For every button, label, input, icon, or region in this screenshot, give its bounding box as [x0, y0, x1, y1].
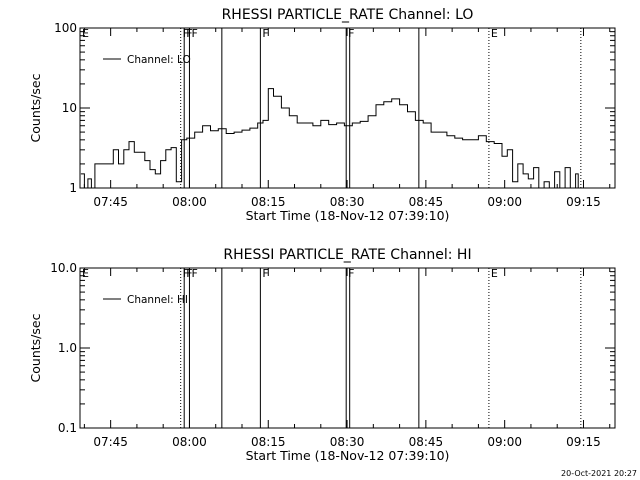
- y-tick-label: 100: [54, 21, 77, 35]
- x-tick-label: 08:15: [251, 435, 286, 449]
- flag-marker-label: F: [262, 27, 268, 40]
- series-line: [80, 88, 579, 189]
- chart-title: RHESSI PARTICLE_RATE Channel: LO: [222, 7, 474, 23]
- plot-frame: [79, 267, 616, 429]
- flag-marker-label: E: [491, 267, 498, 280]
- x-tick-label: 08:45: [409, 195, 444, 209]
- chart-title: RHESSI PARTICLE_RATE Channel: HI: [223, 247, 471, 263]
- x-tick-label: 08:00: [172, 195, 207, 209]
- x-tick-label: 07:45: [93, 435, 128, 449]
- y-axis-label: Counts/sec: [28, 73, 43, 142]
- legend-label: Channel: LO: [127, 54, 191, 66]
- y-tick-label: 1: [69, 181, 77, 195]
- flag-marker-label: F: [262, 267, 268, 280]
- y-axis-label: Counts/sec: [28, 313, 43, 382]
- y-tick-label: 1.0: [58, 341, 77, 355]
- flag-marker-label: E: [491, 27, 498, 40]
- flag-marker-label: E: [82, 267, 89, 280]
- y-tick-label: 0.1: [58, 421, 77, 435]
- x-tick-label: 09:15: [566, 195, 601, 209]
- x-tick-label: 09:00: [487, 195, 522, 209]
- x-axis-label: Start Time (18-Nov-12 07:39:10): [246, 208, 450, 223]
- x-tick-label: 08:15: [251, 195, 286, 209]
- flag-marker-label: F: [183, 267, 189, 280]
- y-tick-label: 10: [62, 101, 77, 115]
- x-tick-label: 08:45: [409, 435, 444, 449]
- chart-panel-1: RHESSI PARTICLE_RATE Channel: LO Start Ti…: [28, 7, 616, 223]
- x-tick-label: 07:45: [93, 195, 128, 209]
- x-tick-label: 08:00: [172, 435, 207, 449]
- x-tick-label: 08:30: [330, 435, 365, 449]
- y-tick-label: 10.0: [50, 261, 77, 275]
- flag-marker-label: F: [191, 27, 197, 40]
- legend-label: Channel: HI: [127, 294, 188, 306]
- flag-marker-label: F: [191, 267, 197, 280]
- flag-marker-label: E: [82, 27, 89, 40]
- chart-panel-2: RHESSI PARTICLE_RATE Channel: HI Start Ti…: [28, 247, 616, 463]
- x-tick-label: 08:30: [330, 195, 365, 209]
- x-axis-label: Start Time (18-Nov-12 07:39:10): [246, 448, 450, 463]
- x-tick-label: 09:00: [487, 435, 522, 449]
- flag-marker-label: F: [348, 27, 354, 40]
- flag-marker-label: F: [348, 267, 354, 280]
- x-tick-label: 09:15: [566, 435, 601, 449]
- footer-timestamp: 20-Oct-2021 20:27: [561, 469, 637, 478]
- flag-marker-label: F: [183, 27, 189, 40]
